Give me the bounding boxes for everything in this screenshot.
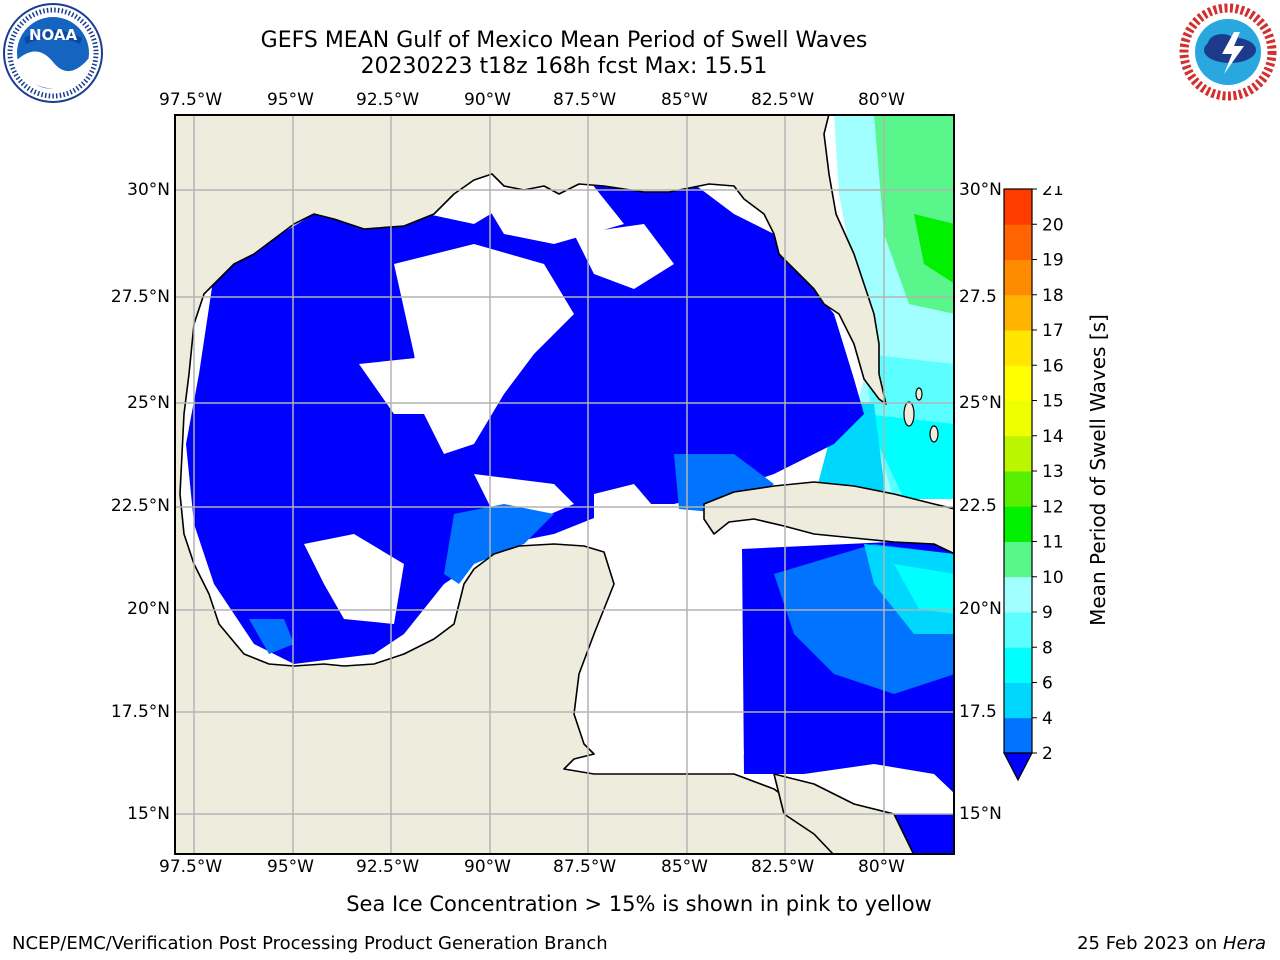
lon-label-bottom-97-5w: 97.5°W bbox=[159, 857, 223, 877]
colorbar-band bbox=[1004, 365, 1032, 401]
colorbar-band bbox=[1004, 224, 1032, 260]
colorbar-tick-label: 9 bbox=[1042, 603, 1053, 623]
colorbar-band bbox=[1004, 435, 1032, 472]
lon-label-top-80w: 80°W bbox=[858, 90, 905, 110]
lon-label-top-85w: 85°W bbox=[661, 90, 708, 110]
nws-logo bbox=[1178, 2, 1278, 102]
colorbar-tick-label: 21 bbox=[1042, 186, 1064, 200]
colorbar-band bbox=[1004, 294, 1032, 331]
colorbar: 2 4 6 8 9 10 11 12 13 14 15 16 17 18 19 20 21 bbox=[1000, 180, 1080, 786]
colorbar-tick-label: 13 bbox=[1042, 462, 1064, 482]
graticule bbox=[174, 114, 955, 855]
map-frame bbox=[174, 114, 955, 855]
colorbar-band bbox=[1004, 717, 1032, 754]
colorbar-tick-label: 2 bbox=[1042, 744, 1053, 764]
lon-label-top-90w: 90°W bbox=[464, 90, 511, 110]
lon-label-top-87-5w: 87.5°W bbox=[553, 90, 617, 110]
lat-label-left-25n: 25°N bbox=[127, 393, 170, 413]
lat-label-right-20n: 20°N bbox=[959, 599, 1002, 619]
colorbar-band bbox=[1004, 541, 1032, 578]
colorbar-tick-label: 18 bbox=[1042, 286, 1064, 306]
footer-host: Hera bbox=[1222, 933, 1266, 954]
lon-label-bottom-82-5w: 82.5°W bbox=[751, 857, 815, 877]
colorbar-band bbox=[1004, 400, 1032, 437]
colorbar-tick-label: 4 bbox=[1042, 709, 1053, 729]
lon-label-top-92-5w: 92.5°W bbox=[356, 90, 420, 110]
chart-title: GEFS MEAN Gulf of Mexico Mean Period of … bbox=[260, 28, 868, 53]
lat-label-right-25n: 25°N bbox=[959, 393, 1002, 413]
lat-label-left-27-5n: 27.5°N bbox=[110, 287, 170, 307]
colorbar-tick-label: 20 bbox=[1042, 215, 1064, 235]
noaa-logo-text: NOAA bbox=[29, 26, 78, 44]
map-svg bbox=[173, 113, 956, 856]
lon-label-top-82-5w: 82.5°W bbox=[751, 90, 815, 110]
colorbar-label: Mean Period of Swell Waves [s] bbox=[1086, 314, 1110, 626]
colorbar-band bbox=[1004, 330, 1032, 366]
colorbar-tick-label: 11 bbox=[1042, 533, 1064, 553]
colorbar-tick-label: 12 bbox=[1042, 497, 1064, 517]
lon-label-bottom-90w: 90°W bbox=[464, 857, 511, 877]
lon-label-bottom-87-5w: 87.5°W bbox=[553, 857, 617, 877]
lat-label-right-15n: 15°N bbox=[959, 804, 1002, 824]
lat-label-right-22-5: 22.5 bbox=[959, 496, 997, 516]
colorbar-band bbox=[1004, 682, 1032, 719]
lon-label-top-95w: 95°W bbox=[267, 90, 314, 110]
chart-subtitle: 20230223 t18z 168h fcst Max: 15.51 bbox=[360, 54, 768, 79]
map-panel bbox=[173, 113, 956, 856]
colorbar-tick-label: 17 bbox=[1042, 321, 1064, 341]
caribbean-swell-field bbox=[742, 539, 955, 855]
lat-label-left-15n: 15°N bbox=[127, 804, 170, 824]
colorbar-tick-label: 16 bbox=[1042, 356, 1064, 376]
colorbar-band bbox=[1004, 576, 1032, 613]
lat-label-right-27-5: 27.5 bbox=[959, 287, 997, 307]
lat-label-left-22-5n: 22.5°N bbox=[110, 496, 170, 516]
colorbar-band bbox=[1004, 259, 1032, 296]
colorbar-tick-label: 19 bbox=[1042, 251, 1064, 271]
sea-ice-note: Sea Ice Concentration > 15% is shown in … bbox=[346, 892, 932, 916]
colorbar-under-arrow bbox=[1003, 752, 1033, 782]
footer-timestamp: 25 Feb 2023 on Hera bbox=[1077, 933, 1266, 955]
colorbar-band bbox=[1004, 612, 1032, 648]
colorbar-tick-label: 15 bbox=[1042, 392, 1064, 412]
colorbar-band bbox=[1004, 506, 1032, 542]
colorbar-band bbox=[1004, 471, 1032, 507]
footer-credit: NCEP/EMC/Verification Post Processing Pr… bbox=[12, 933, 608, 954]
noaa-logo: NOAA bbox=[2, 2, 104, 104]
lon-label-bottom-85w: 85°W bbox=[661, 857, 708, 877]
lat-label-left-17-5n: 17.5°N bbox=[110, 702, 170, 722]
lat-label-right-30n: 30°N bbox=[959, 180, 1002, 200]
colorbar-tick-label: 10 bbox=[1042, 568, 1064, 588]
colorbar-svg: 2 4 6 8 9 10 11 12 13 14 15 16 17 18 19 20 21 bbox=[1003, 180, 1064, 782]
colorbar-band bbox=[1004, 189, 1032, 225]
colorbar-tick-label: 8 bbox=[1042, 638, 1053, 658]
colorbar-band bbox=[1004, 647, 1032, 683]
lon-label-top-97-5w: 97.5°W bbox=[159, 90, 223, 110]
lat-label-left-20n: 20°N bbox=[127, 599, 170, 619]
bahamas-islands bbox=[903, 387, 939, 443]
footer-date: 25 Feb 2023 on bbox=[1077, 933, 1223, 954]
lon-label-bottom-95w: 95°W bbox=[267, 857, 314, 877]
lon-label-bottom-80w: 80°W bbox=[858, 857, 905, 877]
lat-label-right-17-5: 17.5 bbox=[959, 702, 997, 722]
colorbar-tick-label: 14 bbox=[1042, 427, 1064, 447]
lat-label-left-30n: 30°N bbox=[127, 180, 170, 200]
lon-label-bottom-92-5w: 92.5°W bbox=[356, 857, 420, 877]
colorbar-tick-label: 6 bbox=[1042, 674, 1053, 694]
